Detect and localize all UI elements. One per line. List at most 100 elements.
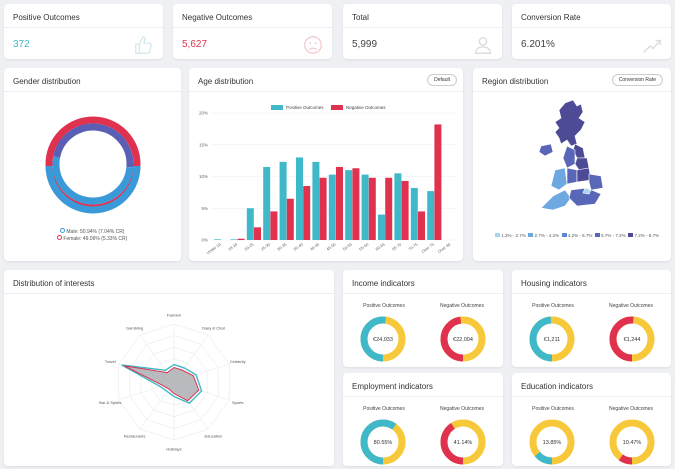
x-tick-label: Under 18 — [205, 241, 222, 255]
housing-indicators-card: Housing indicators Positive Outcomes Neg… — [512, 270, 671, 367]
bar-positive — [378, 214, 385, 240]
bar-negative — [385, 177, 393, 240]
positive-gauge-value: €24,033 — [373, 337, 393, 343]
region-south-east — [568, 187, 602, 207]
bar-negative — [237, 238, 245, 240]
conversion-rate-button[interactable]: Conversion Rate — [611, 74, 663, 86]
positive-gauge-value: 80.55% — [374, 440, 393, 446]
kpi-value: 372 — [13, 39, 30, 50]
positive-gauge-value: 13.85% — [543, 440, 562, 446]
x-tick-label: 20-25 — [243, 241, 255, 251]
default-button[interactable]: Default — [427, 74, 457, 86]
negative-gauge-arc — [440, 419, 486, 465]
gender-donut-chart — [45, 116, 141, 214]
kpi-title: Total — [352, 13, 369, 22]
bar-positive — [361, 174, 369, 240]
region-london — [582, 187, 592, 195]
x-tick-label: 55-60 — [358, 241, 370, 251]
card-title: Gender distribution — [13, 77, 81, 86]
radar-series-positive — [121, 363, 203, 404]
bar-positive — [296, 157, 303, 240]
positive-gauge-arc — [529, 419, 575, 465]
bar-negative — [319, 177, 327, 240]
bar-positive — [263, 166, 271, 240]
bar-negative — [254, 227, 261, 240]
card-title: Housing indicators — [521, 279, 587, 288]
bar-positive — [230, 239, 238, 240]
trend-up-icon — [643, 39, 661, 53]
donut-inner-female — [52, 123, 134, 205]
negative-label: Negative Outcomes — [609, 406, 653, 412]
bar-positive — [394, 173, 402, 240]
bar-positive — [328, 174, 336, 240]
bar-positive — [410, 187, 418, 240]
bar-negative — [434, 124, 442, 240]
bar-negative — [401, 180, 409, 240]
legend-female: Female: 49.06% (5.33% CR) — [57, 235, 127, 242]
donut-outer-male — [45, 165, 141, 214]
region-east — [588, 173, 604, 191]
bar-positive — [279, 161, 287, 240]
employment-indicators-card: Employment indicators Positive Outcomes … — [343, 373, 503, 466]
bar-positive — [246, 208, 254, 240]
kpi-value: 6.201% — [521, 39, 555, 50]
bar-positive — [427, 191, 435, 240]
bar-negative — [303, 186, 311, 240]
region-north-west — [562, 145, 576, 169]
y-tick-label: 0% — [201, 238, 208, 243]
kpi-card-negative: Negative Outcomes 5,627 — [173, 4, 332, 59]
bar-negative — [352, 168, 360, 240]
kpi-card-conversion: Conversion Rate 6.201% — [512, 4, 671, 59]
kpi-title: Conversion Rate — [521, 13, 581, 22]
bar-negative — [336, 166, 343, 240]
radar-category-label: Education — [204, 434, 222, 439]
x-tick-label: Over 80 — [437, 241, 452, 254]
positive-gauge-arc — [529, 316, 575, 362]
radar-category-label: Diary & Chat — [202, 325, 226, 330]
positive-label: Positive Outcomes — [532, 406, 574, 412]
x-tick-label: 65-70 — [391, 241, 403, 251]
negative-gauge-arc — [609, 419, 655, 465]
uk-region-map — [538, 99, 604, 211]
positive-gauge-value: €1,211 — [544, 337, 560, 343]
bar-positive — [214, 239, 221, 240]
region-wales — [550, 167, 568, 191]
kpi-card-total: Total 5,999 — [343, 4, 502, 59]
user-icon — [475, 37, 491, 54]
kpi-card-positive: Positive Outcomes 372 — [4, 4, 163, 59]
x-tick-label: 35-40 — [293, 241, 305, 251]
negative-gauge-arc — [440, 316, 486, 362]
card-title: Age distribution — [198, 77, 254, 86]
radar-category-label: Bar & Spirits — [99, 400, 121, 405]
legend-negative: Negative Outcomes — [346, 105, 386, 110]
radar-series-negative — [124, 365, 200, 402]
bar-negative — [286, 198, 294, 240]
kpi-value: 5,999 — [352, 39, 378, 50]
legend-positive: Positive Outcomes — [286, 105, 324, 110]
interests-radar-chart: Fashion Diary & Chat Celebrity Sports Educat… — [99, 313, 245, 452]
card-title: Distribution of interests — [13, 279, 95, 288]
bar-negative — [270, 211, 278, 240]
x-tick-label: 60-65 — [375, 241, 387, 251]
y-tick-label: 5% — [201, 206, 208, 211]
radar-category-label: Holidays — [166, 447, 181, 452]
positive-gauge-arc — [360, 419, 406, 465]
x-tick-label: 25-30 — [260, 241, 272, 251]
radar-category-label: Restaurants — [124, 434, 146, 439]
positive-label: Positive Outcomes — [363, 303, 405, 309]
radar-category-label: Gambling — [126, 325, 143, 330]
y-tick-label: 10% — [199, 174, 208, 179]
card-title: Region distribution — [482, 77, 549, 86]
negative-gauge-arc — [609, 316, 655, 362]
negative-label: Negative Outcomes — [609, 303, 653, 309]
positive-label: Positive Outcomes — [363, 406, 405, 412]
age-card: Age distribution Default Positive Outcom… — [189, 68, 463, 261]
region-west-midlands — [566, 167, 578, 185]
region-south-west — [540, 189, 572, 211]
radar-category-label: Travel — [105, 359, 116, 364]
y-tick-label: 20% — [199, 111, 208, 116]
kpi-title: Positive Outcomes — [13, 13, 80, 22]
negative-label: Negative Outcomes — [440, 406, 484, 412]
sad-face-icon — [304, 36, 322, 54]
radar-category-label: Sports — [232, 400, 244, 405]
